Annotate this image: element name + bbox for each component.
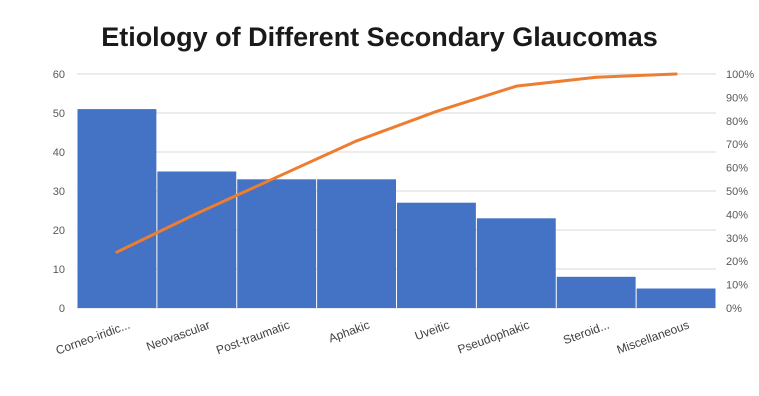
x-category-label: Steroid... [561, 318, 611, 348]
y2-tick-label: 60% [726, 163, 748, 175]
y-axis-left: 0 10 20 30 40 50 60 [53, 69, 65, 315]
cumulative-point [514, 84, 518, 88]
y-tick-label: 10 [53, 264, 65, 276]
y2-tick-label: 10% [726, 280, 748, 292]
cumulative-point [275, 175, 279, 179]
bar [77, 109, 157, 308]
x-category-label: Corneo-iridic... [54, 318, 132, 358]
x-category-label: Aphakic [327, 318, 372, 346]
cumulative-point [355, 139, 359, 143]
bars [77, 109, 716, 308]
bar [636, 288, 716, 308]
x-category-label: Post-traumatic [214, 318, 291, 358]
y-tick-label: 60 [53, 69, 65, 81]
y2-tick-label: 90% [726, 92, 748, 104]
cumulative-line [115, 72, 678, 254]
y2-tick-label: 100% [726, 69, 754, 81]
y2-tick-label: 30% [726, 233, 748, 245]
y2-tick-label: 40% [726, 209, 748, 221]
cumulative-point [434, 109, 438, 113]
x-category-label: Miscellaneous [615, 318, 691, 357]
chart-title: Etiology of Different Secondary Glaucoma… [101, 22, 658, 52]
x-category-label: Neovascular [144, 318, 211, 354]
cumulative-point [674, 72, 678, 76]
cumulative-point [115, 250, 119, 254]
cumulative-point [195, 211, 199, 215]
x-category-label: Pseudophakic [456, 318, 532, 357]
y2-tick-label: 50% [726, 186, 748, 198]
y-axis-right: 0% 10% 20% 30% 40% 50% 60% 70% 80% 90% 100% [726, 69, 754, 315]
y2-tick-label: 70% [726, 139, 748, 151]
y-tick-label: 30 [53, 186, 65, 198]
y2-tick-label: 0% [726, 303, 742, 315]
y-tick-label: 50 [53, 108, 65, 120]
y-tick-label: 20 [53, 225, 65, 237]
bar [397, 202, 476, 308]
y2-tick-label: 20% [726, 256, 748, 268]
y-tick-label: 40 [53, 147, 65, 159]
x-axis: Corneo-iridic... Neovascular Post-traumati… [54, 318, 691, 358]
bar [556, 276, 636, 308]
bar [317, 179, 396, 308]
cumulative-line-path [115, 72, 678, 254]
bar [237, 179, 317, 308]
y2-tick-label: 80% [726, 116, 748, 128]
bar [157, 171, 237, 308]
bar [476, 218, 556, 308]
x-category-label: Uveitic [413, 318, 452, 343]
y-tick-label: 0 [59, 303, 65, 315]
cumulative-point [594, 75, 598, 79]
